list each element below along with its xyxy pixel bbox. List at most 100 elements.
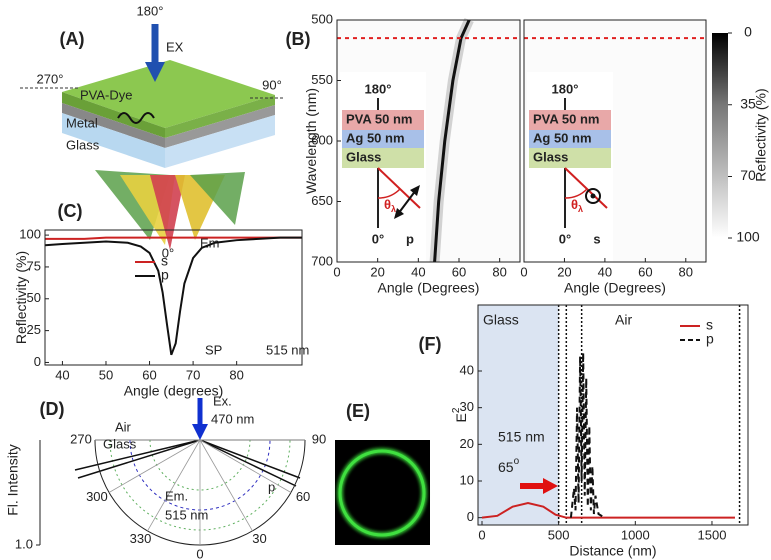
angle-value: 65 (498, 459, 514, 475)
panel-label: (C) (58, 201, 83, 221)
annotation: 515 nm (266, 342, 309, 357)
colorbar (712, 33, 728, 238)
theta-sub: λ (578, 204, 583, 214)
x-tick-label: 0 (333, 264, 340, 279)
x-tick-label: 80 (492, 264, 506, 279)
x-axis-label: Distance (nm) (569, 543, 656, 559)
polar-annotation: Glass (103, 436, 137, 451)
y-axis-label: Wavelength (nm) (303, 88, 319, 194)
theta-grid (200, 440, 291, 493)
y-tick-label: 100 (19, 227, 41, 242)
annotation: SP (205, 342, 222, 357)
y-tick-label: 30 (460, 399, 474, 414)
polar-annotation: p (268, 479, 275, 494)
region-label: Glass (483, 312, 519, 328)
y-tick-label: 0 (34, 354, 41, 369)
y-tick-label: 0 (467, 509, 474, 524)
x-tick-label: 40 (55, 367, 69, 382)
figure: (A) (B) (C) (D) (E) (F) 180° EX 270° 90°… (0, 0, 771, 560)
theta-tick-label: 270 (70, 431, 92, 446)
x-tick-label: 60 (142, 367, 156, 382)
angle-label: 0° (372, 231, 384, 246)
x-tick-label: 80 (679, 264, 693, 279)
y-tick-label: 650 (311, 193, 333, 208)
panel-e-image (335, 440, 430, 545)
colorbar-label: Reflectivity (%) (753, 88, 769, 181)
polarization-dot (591, 194, 596, 199)
y-axis-label-text: Reflectivity (%) (13, 251, 29, 344)
y-tick-label: 500 (311, 11, 333, 26)
layer-label: PVA 50 nm (346, 111, 412, 126)
polar-annotation: Em. (165, 488, 188, 503)
x-tick-label: 70 (186, 367, 200, 382)
legend-label: p (706, 331, 714, 347)
polarization-label: s (593, 231, 600, 246)
y-tick-label: 40 (460, 362, 474, 377)
angle-label: 270° (37, 71, 64, 86)
layer-label: PVA-Dye (80, 87, 133, 102)
y-tick-label: 20 (460, 436, 474, 451)
polar-annotation: 515 nm (165, 507, 208, 522)
x-axis-label: Angle (Degrees) (378, 280, 480, 296)
x-tick-label: 1000 (621, 527, 650, 542)
polar-annotation: Ex. (213, 393, 232, 408)
polar-annotation: Air (115, 419, 132, 434)
y-axis-label-text: Wavelength (nm) (303, 88, 319, 194)
layer-label: Glass (66, 137, 100, 152)
angle-sup: o (514, 456, 520, 467)
y-tick-label: 700 (311, 253, 333, 268)
x-tick-label: 40 (411, 264, 425, 279)
angle-label: 0° (559, 231, 571, 246)
y-axis-label: Reflectivity (%) (13, 251, 29, 344)
layer-label: Ag 50 nm (533, 130, 592, 145)
theta-sub: λ (391, 204, 396, 214)
r-tick-label: 1.0 (15, 536, 33, 551)
x-axis-label: Angle (degrees) (124, 383, 224, 399)
region-label: Air (615, 312, 632, 328)
theta: θ (384, 197, 391, 212)
y-axis-label: Fl. Intensity (5, 444, 21, 516)
x-tick-label: 20 (370, 264, 384, 279)
theta-tick-label: 300 (86, 489, 108, 504)
polarization-label: p (406, 231, 414, 246)
theta-tick-label: 90 (312, 431, 326, 446)
panel-label: (E) (346, 401, 370, 421)
x-tick-label: 50 (99, 367, 113, 382)
polar-annotation: 470 nm (211, 411, 254, 426)
x-tick-label: 60 (452, 264, 466, 279)
x-tick-label: 500 (548, 527, 570, 542)
panel-label: (F) (419, 334, 442, 354)
panel-label: (D) (40, 399, 65, 419)
layer-label: Metal (66, 115, 98, 130)
y-tick-label: 10 (460, 472, 474, 487)
x-tick-label: 0 (478, 527, 485, 542)
layer-label: Glass (346, 149, 381, 164)
legend-label: p (161, 267, 169, 283)
angle-label: 180° (365, 81, 392, 96)
colorbar-tick-label: 0 (744, 24, 752, 40)
y-axis-label-text: E (453, 413, 469, 422)
x-tick-label: 60 (638, 264, 652, 279)
layer-label: Ag 50 nm (346, 130, 405, 145)
layer-label: PVA 50 nm (533, 111, 599, 126)
angle-label: 180° (552, 81, 579, 96)
x-tick-label: 40 (598, 264, 612, 279)
theta-tick-label: 330 (130, 531, 152, 546)
angle-label: 180° (137, 3, 164, 18)
x-tick-label: 20 (557, 264, 571, 279)
panel-label: (A) (60, 29, 85, 49)
x-axis-label: Angle (Degrees) (564, 280, 666, 296)
y-axis-label-sup: 2 (451, 407, 462, 413)
layer-label: Glass (533, 149, 568, 164)
theta-tick-label: 0 (196, 546, 203, 560)
colorbar-tick-label: 100 (736, 229, 760, 245)
y-tick-label: 550 (311, 72, 333, 87)
theta: θ (571, 197, 578, 212)
theta-tick-label: 60 (296, 489, 310, 504)
x-tick-label: 0 (520, 264, 527, 279)
data-line (571, 353, 605, 518)
angle-label: 90° (262, 77, 282, 92)
x-tick-label: 80 (229, 367, 243, 382)
excitation-label: EX (166, 39, 184, 54)
panel-label: (B) (286, 29, 311, 49)
